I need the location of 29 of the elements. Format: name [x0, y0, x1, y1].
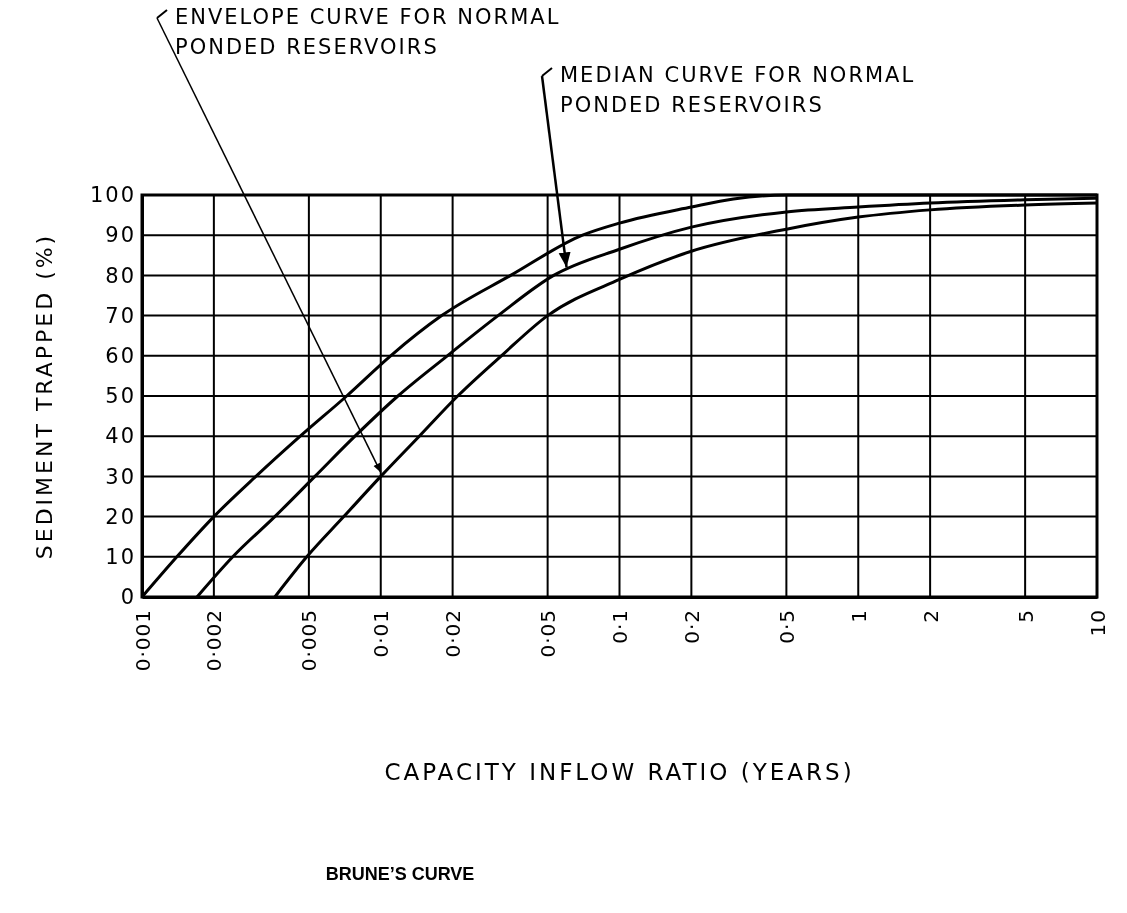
y-tick-label: 100 — [89, 183, 136, 208]
x-axis-title: CAPACITY INFLOW RATIO (YEARS) — [384, 759, 855, 785]
y-tick-label: 0 — [120, 585, 136, 610]
x-tick-label: 0·002 — [202, 609, 227, 672]
text: BRUNE’S CURVE — [325, 864, 475, 884]
y-tick-label: 80 — [105, 263, 136, 288]
y-tick-label: 40 — [105, 424, 136, 449]
x-tick-label: 0·05 — [536, 609, 561, 658]
annotation: MEDIAN CURVE FOR NORMAL PONDED RESERVOIRS — [560, 63, 916, 117]
x-tick-label: 0·02 — [441, 609, 466, 658]
x-tick-label: 0·2 — [679, 609, 704, 644]
x-tick-label: 10 — [1085, 609, 1110, 637]
x-tick-label: 2 — [918, 609, 943, 623]
x-tick-label: 0·001 — [130, 609, 155, 672]
x-tick-label: 1 — [846, 609, 871, 623]
x-tick-label: 0·5 — [774, 609, 799, 644]
y-tick-label: 10 — [105, 545, 136, 570]
y-tick-label: 60 — [105, 344, 136, 369]
annotation: ENVELOPE CURVE FOR NORMAL PONDED RESERVOIRS — [175, 5, 561, 59]
x-tick-label: 0·01 — [369, 609, 394, 658]
y-axis-title: SEDIMENT TRAPPED (%) — [32, 232, 57, 560]
y-tick-label: 30 — [105, 464, 136, 489]
y-tick-label: 50 — [105, 384, 136, 409]
x-tick-label: 5 — [1013, 609, 1038, 623]
y-tick-label: 90 — [105, 223, 136, 248]
y-tick-label: 20 — [105, 504, 136, 529]
x-tick-label: 0·1 — [608, 609, 632, 644]
x-tick-label: 0·005 — [297, 609, 322, 672]
y-tick-label: 70 — [105, 303, 136, 328]
